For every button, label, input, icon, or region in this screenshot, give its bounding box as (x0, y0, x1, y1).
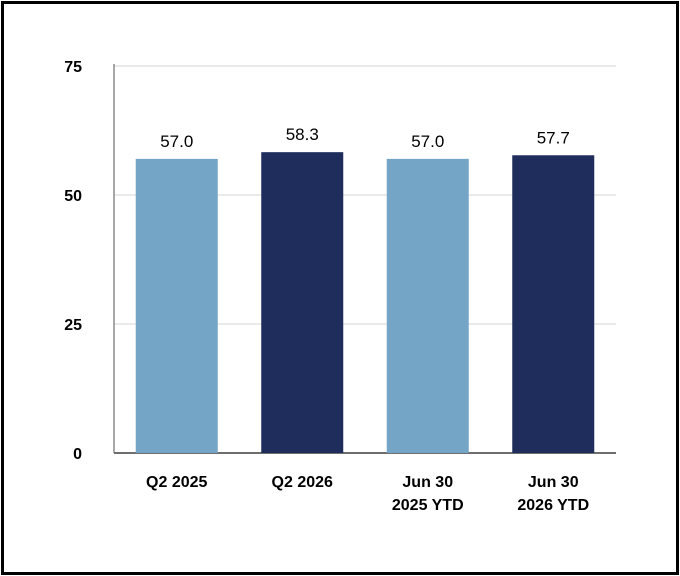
bar (261, 152, 344, 453)
data-label: 58.3 (286, 125, 319, 144)
bar (386, 158, 469, 453)
x-tick-label: 2026 YTD (517, 497, 589, 514)
x-tick-label: Q2 2025 (146, 474, 207, 491)
y-tick-label: 50 (64, 188, 82, 205)
bar (512, 155, 595, 453)
y-tick-label: 75 (64, 59, 82, 76)
x-tick-label: Jun 30 (402, 474, 453, 491)
x-tick-label: Q2 2026 (272, 474, 333, 491)
bar (135, 158, 218, 453)
data-label: 57.7 (537, 128, 570, 147)
y-tick-label: 25 (64, 317, 82, 334)
y-tick-label: 0 (73, 446, 82, 463)
data-label: 57.0 (411, 132, 444, 151)
x-tick-label: 2025 YTD (392, 497, 464, 514)
data-label: 57.0 (160, 132, 193, 151)
x-tick-label: Jun 30 (528, 474, 579, 491)
